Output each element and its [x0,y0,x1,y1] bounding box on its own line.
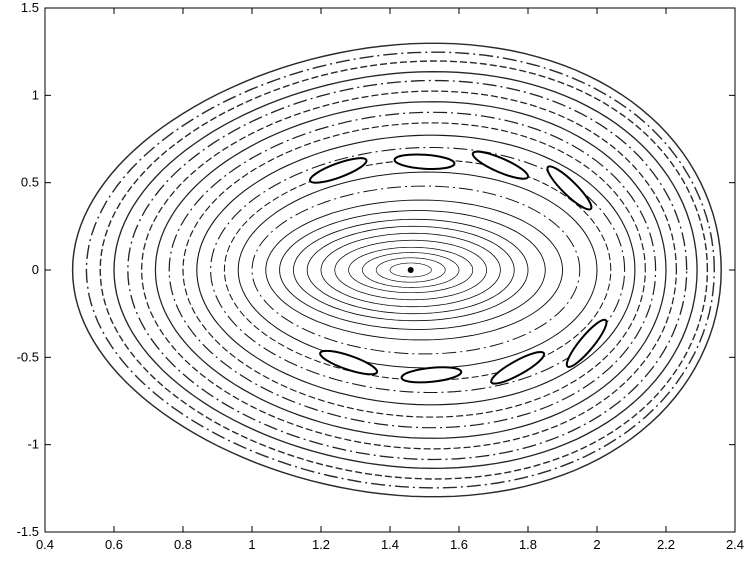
x-tick-label: 1.6 [450,537,468,552]
invariant-curve [196,134,636,406]
invariant-curve [348,246,474,294]
invariant-curve [251,185,581,355]
invariant-curve [154,101,667,439]
invariant-curve [113,71,698,469]
resonance-island [319,349,379,376]
elliptic-fixed-point [407,267,414,273]
y-tick-label: 1 [32,87,39,102]
y-tick-label: -1 [27,437,39,452]
island-layer [308,150,608,385]
x-tick-label: 1.8 [519,537,537,552]
x-axis-ticks: 0.4 0.6 0.8 1 1.2 1.4 1.6 1.8 2 2.2 2.4 [36,8,744,552]
invariant-curve [127,79,688,461]
invariant-curve [210,146,626,394]
x-tick-label: 0.4 [36,537,54,552]
x-tick-label: 2.2 [657,537,675,552]
invariant-curve [306,225,515,315]
x-tick-label: 1.4 [381,537,399,552]
x-tick-label: 1 [248,537,255,552]
invariant-curve [362,252,460,288]
invariant-curve [237,171,598,369]
resonance-island [546,165,593,211]
invariant-curve [85,51,716,489]
resonance-island [565,318,608,368]
x-tick-label: 2 [593,537,600,552]
resonance-island [471,150,530,180]
invariant-curve [389,262,432,278]
invariant-curve [99,60,709,480]
invariant-curve [71,42,722,498]
y-tick-label: -1.5 [17,524,39,539]
invariant-curve [320,232,501,308]
invariant-curve [182,122,646,418]
x-tick-label: 0.6 [105,537,123,552]
resonance-island [400,366,463,384]
invariant-curve [265,199,563,341]
invariant-curve [334,239,487,301]
resonance-island [393,153,456,170]
resonance-island [490,351,546,385]
y-tick-label: 0 [32,262,39,277]
x-tick-label: 0.8 [174,537,192,552]
x-tick-label: 1.2 [312,537,330,552]
resonance-island [308,157,368,184]
invariant-curve [279,210,546,330]
invariant-curve [375,257,446,283]
y-tick-label: -0.5 [17,349,39,364]
invariant-curve [292,218,529,322]
curve-layer [71,42,722,498]
y-tick-label: 1.5 [21,0,39,15]
y-tick-label: 0.5 [21,175,39,190]
invariant-curve [140,90,678,450]
x-tick-label: 2.4 [726,537,744,552]
invariant-curve [168,111,657,429]
y-axis-ticks: -1.5 -1 -0.5 0 0.5 1 1.5 [17,0,735,539]
